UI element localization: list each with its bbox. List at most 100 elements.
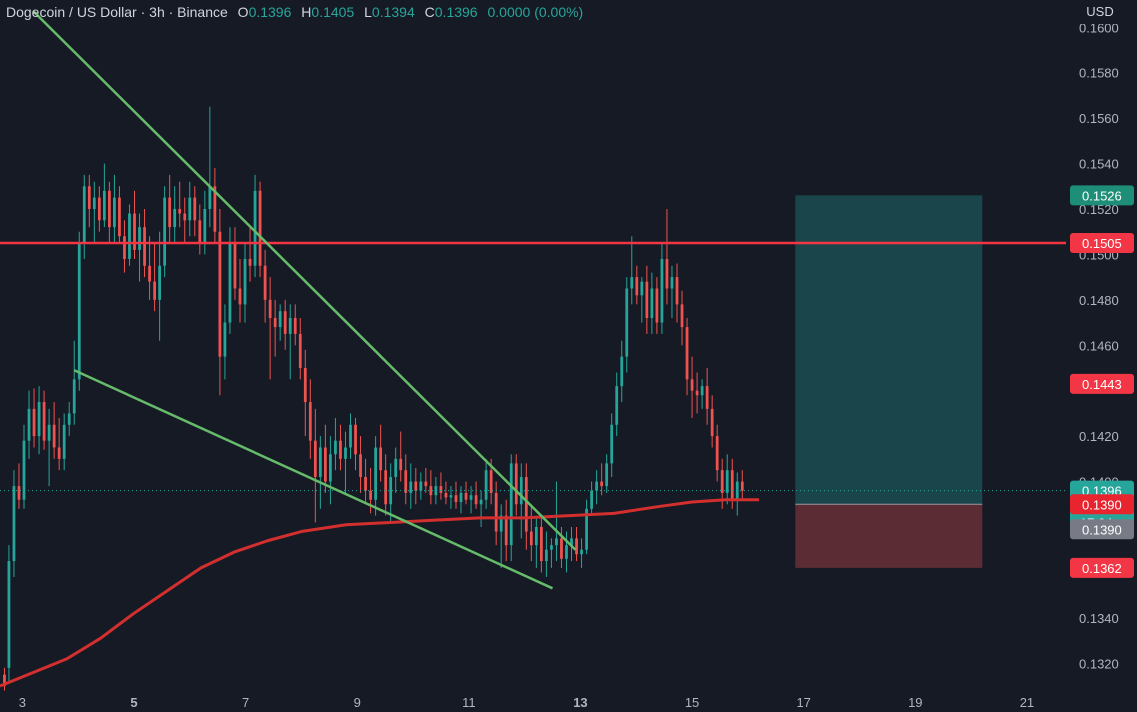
candle-body: [27, 408, 31, 441]
target-zone: [795, 195, 983, 505]
candle-body: [158, 265, 162, 300]
candle-body: [725, 470, 729, 493]
candle-body: [263, 265, 267, 300]
candle-body: [459, 492, 463, 503]
candle-body: [580, 549, 583, 555]
candle-body: [735, 481, 739, 500]
symbol-legend: Dogecoin / US Dollar · 3h · Binance O 0.1…: [6, 4, 583, 20]
candle-body: [153, 281, 156, 300]
candle-body: [293, 318, 297, 334]
time-tick-label: 5: [130, 695, 137, 710]
candle-body: [469, 495, 473, 500]
candle-body: [414, 481, 418, 491]
open-label: O: [237, 4, 249, 20]
candle-body: [690, 379, 694, 391]
candle-body: [715, 436, 719, 471]
time-tick-label: 13: [573, 695, 587, 710]
close-value: 0.1396: [434, 4, 478, 20]
candle-body: [67, 413, 71, 425]
currency-label[interactable]: USD: [1076, 0, 1124, 24]
candle-body: [419, 481, 423, 491]
candle-body: [42, 402, 46, 441]
candle-body: [218, 231, 222, 357]
candle-body: [379, 447, 383, 471]
high-label: H: [301, 4, 312, 20]
candle-body: [595, 481, 599, 491]
candle-body: [198, 220, 202, 244]
price-tag-value: 0.1390: [1082, 497, 1122, 512]
candle-body: [514, 463, 518, 505]
candle-body: [389, 477, 393, 505]
time-tick-label: 3: [19, 695, 26, 710]
candle-body: [615, 386, 619, 425]
candle-body: [489, 470, 493, 493]
price-tag: [1070, 233, 1134, 254]
candle-body: [233, 243, 237, 289]
candle-body: [318, 447, 322, 478]
candle-body: [700, 386, 704, 396]
low-value: 0.1394: [371, 4, 415, 20]
candle-body: [605, 463, 609, 487]
candle-body: [102, 190, 106, 221]
price-tag: [1070, 185, 1134, 206]
price-tag: [1070, 373, 1134, 394]
candle-body: [600, 481, 604, 487]
candle-body: [590, 490, 593, 509]
candle-body: [720, 470, 724, 493]
candle-body: [434, 486, 438, 496]
candle-body: [529, 531, 533, 546]
candle-body: [444, 492, 448, 498]
candle-body: [17, 486, 21, 500]
time-tick-label: 15: [685, 695, 699, 710]
candle-body: [740, 481, 744, 491]
candle-body: [87, 186, 91, 209]
candle-body: [82, 186, 86, 244]
price-tag-value: 0.1390: [1082, 522, 1122, 537]
candle-body: [303, 367, 307, 403]
price-tag: [1070, 519, 1134, 540]
candle-body: [213, 186, 217, 232]
candle-body: [479, 499, 483, 505]
candle-body: [359, 454, 362, 478]
candle-body: [499, 515, 503, 532]
candle-body: [143, 227, 146, 266]
candle-body: [524, 477, 528, 532]
price-tick-label: 0.1320: [1079, 656, 1119, 671]
candle-body: [57, 447, 61, 459]
price-tick-label: 0.1560: [1079, 111, 1119, 126]
candle-body: [97, 197, 101, 221]
candle-body: [439, 486, 443, 493]
candle-body: [474, 495, 478, 505]
time-tick-label: 7: [242, 695, 249, 710]
candle-body: [62, 424, 66, 459]
candle-body: [308, 402, 312, 441]
close-label: C: [424, 4, 435, 20]
candle-body: [710, 408, 714, 437]
candle-body: [630, 277, 634, 289]
candle-body: [203, 208, 207, 244]
price-axis: 0.16000.15800.15600.15400.15200.15000.14…: [1079, 20, 1119, 671]
candle-body: [539, 526, 543, 562]
symbol-title: Dogecoin / US Dollar · 3h · Binance: [6, 4, 228, 20]
time-tick-label: 21: [1020, 695, 1034, 710]
candle-body: [268, 299, 272, 319]
candle-body: [7, 561, 11, 668]
candle-body: [695, 390, 699, 396]
candle-body: [288, 318, 292, 334]
candle-body: [670, 277, 674, 289]
candle-body: [123, 236, 126, 259]
low-label: L: [364, 4, 372, 20]
candle-body: [223, 322, 227, 357]
candle-body: [565, 545, 568, 559]
candle-body: [92, 197, 96, 209]
candle-body: [339, 440, 342, 459]
candle-body: [238, 288, 242, 305]
trendline: [32, 10, 577, 551]
time-tick-label: 17: [796, 695, 810, 710]
candlestick-series: [3, 106, 744, 691]
candle-body: [113, 197, 116, 228]
price-tick-label: 0.1520: [1079, 202, 1119, 217]
candle-body: [384, 470, 388, 505]
candle-body: [655, 288, 659, 323]
